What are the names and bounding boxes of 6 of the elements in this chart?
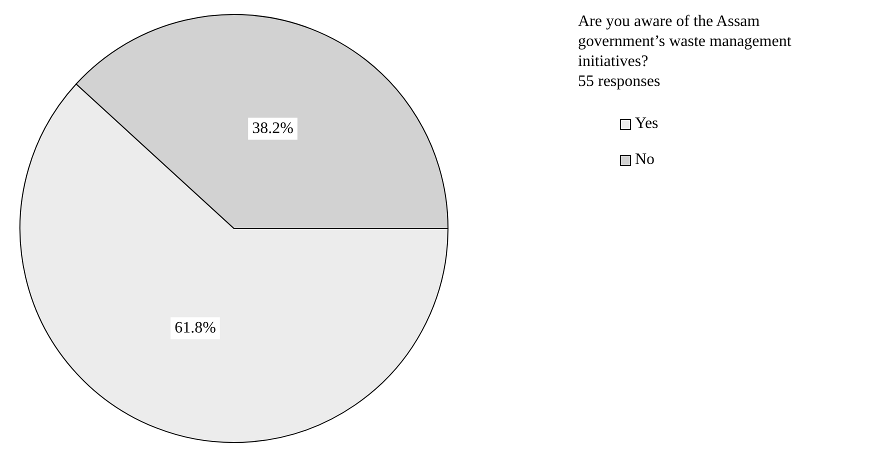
data-label: 61.8% (174, 319, 216, 336)
legend-label: No (635, 150, 655, 170)
text: 55 responses (578, 72, 662, 92)
data-label: 38.2% (252, 120, 294, 137)
legend-label: Yes (635, 114, 658, 134)
text: Are you aware of the Assam government’s waste management initiatives? (578, 12, 792, 72)
